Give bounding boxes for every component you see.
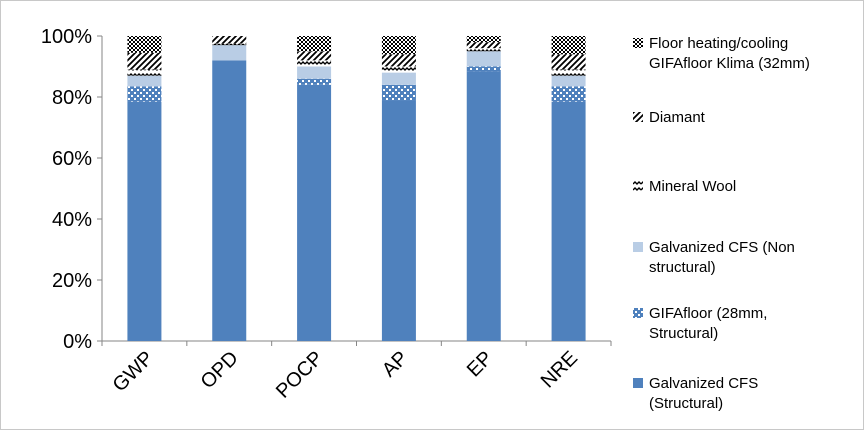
bar-segment (467, 48, 501, 51)
bar-segment (297, 36, 331, 51)
bar-segment (127, 70, 161, 76)
y-axis-tick-labels: 0% 20% 40% 60% 80% 100% (41, 26, 92, 353)
bar-segment (552, 70, 586, 76)
bar-segment (212, 45, 246, 60)
legend-label: Floor heating/cooling GIFAfloor Klima (32… (649, 35, 810, 72)
x-tick-label: NRE (537, 347, 582, 392)
y-tick-label: 100% (41, 26, 92, 48)
bar-segment (127, 36, 161, 53)
bar-segment (382, 54, 416, 66)
legend-swatch (633, 242, 643, 252)
bars (127, 36, 585, 341)
bar-segment (382, 36, 416, 54)
y-tick-label: 60% (52, 148, 92, 170)
y-tick-label: 20% (52, 270, 92, 292)
bar-segment (127, 102, 161, 341)
bar-segment (297, 51, 331, 60)
bar-segment (467, 67, 501, 72)
bar-segment (297, 60, 331, 66)
x-tick-label: OPD (197, 347, 243, 393)
legend-label: Galvanized CFS (Structural) (649, 375, 758, 412)
legend-label: GIFAfloor (28mm, Structural) (649, 305, 767, 342)
bar-segment (382, 100, 416, 341)
bar-segment (297, 85, 331, 341)
axes (97, 36, 611, 346)
legend-label: Mineral Wool (649, 178, 736, 195)
bar-segment (552, 86, 586, 101)
legend-swatch (633, 378, 643, 388)
x-tick-label: GWP (109, 347, 158, 396)
bar-segment (552, 36, 586, 54)
legend-swatch (633, 38, 643, 48)
bar-segment (552, 102, 586, 341)
bar-segment (127, 86, 161, 101)
legend: Floor heating/cooling GIFAfloor Klima (32… (633, 35, 810, 412)
bar-segment (467, 71, 501, 341)
bar-segment (127, 76, 161, 87)
legend-label: Diamant (649, 109, 706, 126)
bar-segment (552, 76, 586, 87)
bar-segment (297, 79, 331, 85)
x-tick-label: AP (378, 347, 412, 381)
bar-segment (212, 44, 246, 46)
bar-segment (297, 67, 331, 79)
bar-segment (127, 53, 161, 70)
bar-segment (382, 73, 416, 85)
bar-segment (212, 36, 246, 44)
bar-segment (552, 54, 586, 69)
legend-swatch (633, 181, 643, 191)
x-tick-label: POCP (272, 347, 328, 403)
y-tick-label: 40% (52, 209, 92, 231)
bar-segment (382, 67, 416, 73)
legend-swatch (633, 112, 643, 122)
legend-swatch (633, 308, 643, 318)
y-tick-label: 0% (63, 331, 92, 353)
legend-label: Galvanized CFS (Non structural) (649, 239, 795, 276)
bar-segment (467, 42, 501, 48)
bar-segment (212, 60, 246, 341)
x-axis-tick-labels: GWP OPD POCP AP EP NRE (109, 347, 583, 403)
bar-segment (467, 51, 501, 66)
bar-segment (382, 85, 416, 100)
bar-segment (467, 36, 501, 42)
x-tick-label: EP (463, 347, 497, 381)
y-tick-label: 80% (52, 87, 92, 109)
